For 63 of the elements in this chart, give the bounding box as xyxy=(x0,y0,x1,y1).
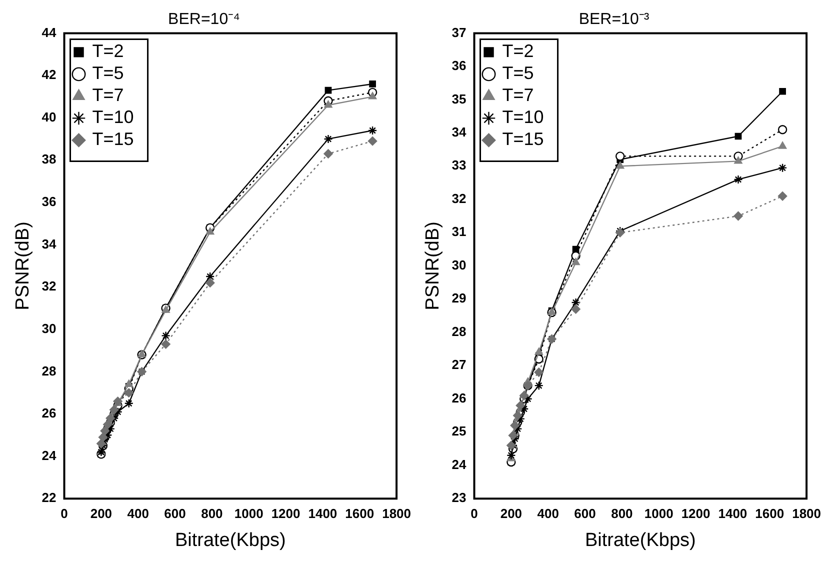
y-tick-label: 28 xyxy=(452,324,466,339)
x-tick-label: 200 xyxy=(90,506,112,521)
x-tick-label: 0 xyxy=(60,506,68,521)
legend-label: T=7 xyxy=(502,85,534,106)
y-tick-label: 32 xyxy=(452,190,466,206)
x-tick-label: 0 xyxy=(470,506,478,521)
y-tick-label: 32 xyxy=(42,278,56,294)
y-tick-label: 26 xyxy=(42,406,56,421)
x-tick-label: 200 xyxy=(500,506,522,521)
legend-label: T=15 xyxy=(92,129,134,150)
x-tick-label: 1000 xyxy=(234,506,264,521)
y-tick-label: 25 xyxy=(452,424,466,439)
x-tick-label: 1600 xyxy=(755,506,784,521)
y-tick-label: 28 xyxy=(42,363,56,378)
x-tick-label: 600 xyxy=(164,506,186,521)
y-tick-label: 44 xyxy=(42,24,58,40)
y-tick-label: 31 xyxy=(452,224,466,240)
y-tick-label: 30 xyxy=(42,320,56,336)
legend-label: T=10 xyxy=(92,107,134,128)
y-tick-label: 23 xyxy=(452,490,466,506)
legend-label: T=5 xyxy=(92,63,124,84)
x-tick-label: 1200 xyxy=(681,506,710,521)
x-tick-label: 1400 xyxy=(718,506,748,521)
x-tick-label: 1200 xyxy=(271,506,300,521)
y-axis-title: PSNR(dB) xyxy=(422,222,444,310)
chart-title: BER=10⁻⁴ xyxy=(168,11,240,28)
y-tick-label: 29 xyxy=(452,290,466,306)
y-tick-label: 42 xyxy=(42,67,56,82)
y-tick-label: 22 xyxy=(42,490,56,506)
y-tick-label: 40 xyxy=(42,109,56,124)
x-tick-label: 400 xyxy=(537,506,559,521)
y-tick-label: 36 xyxy=(42,194,56,210)
x-tick-label: 1000 xyxy=(644,506,674,521)
y-tick-label: 35 xyxy=(452,91,466,106)
x-tick-label: 1800 xyxy=(382,506,411,521)
y-tick-label: 38 xyxy=(42,152,56,167)
y-tick-label: 33 xyxy=(452,158,466,173)
x-axis-title: Bitrate(Kbps) xyxy=(584,530,696,551)
legend-label: T=15 xyxy=(502,129,544,150)
x-tick-label: 600 xyxy=(574,506,596,521)
y-tick-label: 34 xyxy=(42,236,58,252)
x-axis-title: Bitrate(Kbps) xyxy=(174,530,286,551)
legend-label: T=7 xyxy=(92,85,124,106)
y-tick-label: 26 xyxy=(452,390,466,406)
y-tick-label: 24 xyxy=(452,456,468,472)
y-tick-label: 30 xyxy=(452,257,466,272)
x-tick-label: 1800 xyxy=(792,506,821,521)
legend-label: T=2 xyxy=(502,41,534,62)
x-tick-label: 800 xyxy=(611,506,633,521)
x-tick-label: 800 xyxy=(201,506,223,521)
chart-title: BER=10⁻³ xyxy=(578,11,650,28)
y-axis-title: PSNR(dB) xyxy=(12,222,34,310)
y-tick-label: 27 xyxy=(452,357,466,372)
legend-label: T=10 xyxy=(502,107,544,128)
legend-label: T=2 xyxy=(92,41,124,62)
y-tick-label: 34 xyxy=(452,124,468,140)
x-tick-label: 1600 xyxy=(345,506,374,521)
y-tick-label: 36 xyxy=(452,58,466,74)
legend-label: T=5 xyxy=(502,63,534,84)
x-tick-label: 400 xyxy=(127,506,149,521)
y-tick-label: 37 xyxy=(452,24,466,40)
y-tick-label: 24 xyxy=(42,448,58,463)
x-tick-label: 1400 xyxy=(308,506,338,521)
